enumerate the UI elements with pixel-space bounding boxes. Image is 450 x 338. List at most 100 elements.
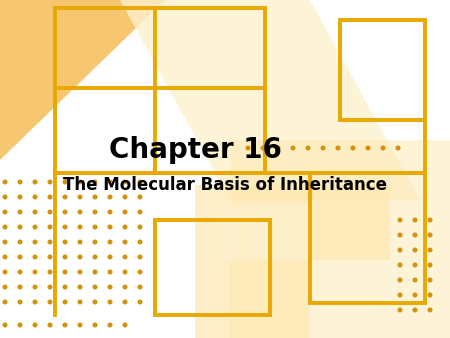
Circle shape — [351, 146, 355, 150]
Circle shape — [63, 300, 67, 304]
Circle shape — [428, 233, 432, 237]
Circle shape — [108, 270, 112, 274]
Circle shape — [48, 323, 52, 327]
Circle shape — [33, 195, 37, 199]
Circle shape — [33, 300, 37, 304]
Circle shape — [123, 195, 127, 199]
Circle shape — [93, 225, 97, 229]
Circle shape — [413, 308, 417, 312]
Circle shape — [93, 300, 97, 304]
Circle shape — [18, 240, 22, 244]
Circle shape — [336, 146, 340, 150]
Circle shape — [48, 240, 52, 244]
Circle shape — [108, 225, 112, 229]
Circle shape — [261, 146, 265, 150]
Circle shape — [3, 255, 7, 259]
Circle shape — [398, 308, 402, 312]
Polygon shape — [215, 205, 310, 260]
Circle shape — [123, 210, 127, 214]
Circle shape — [48, 300, 52, 304]
Circle shape — [33, 270, 37, 274]
Circle shape — [321, 146, 325, 150]
Circle shape — [48, 180, 52, 184]
Circle shape — [398, 248, 402, 252]
Circle shape — [18, 195, 22, 199]
Circle shape — [123, 180, 127, 184]
Circle shape — [93, 270, 97, 274]
Circle shape — [63, 255, 67, 259]
Circle shape — [3, 270, 7, 274]
Circle shape — [18, 210, 22, 214]
Circle shape — [78, 285, 82, 289]
Polygon shape — [195, 185, 390, 338]
Circle shape — [138, 270, 142, 274]
Circle shape — [108, 323, 112, 327]
Circle shape — [123, 285, 127, 289]
Circle shape — [18, 323, 22, 327]
Circle shape — [93, 210, 97, 214]
Circle shape — [108, 195, 112, 199]
Bar — [155, 220, 270, 315]
Text: The Molecular Basis of Inheritance: The Molecular Basis of Inheritance — [63, 176, 387, 194]
Circle shape — [108, 285, 112, 289]
Circle shape — [413, 263, 417, 267]
Circle shape — [33, 240, 37, 244]
Circle shape — [138, 285, 142, 289]
Polygon shape — [0, 0, 165, 160]
Circle shape — [63, 270, 67, 274]
Circle shape — [138, 180, 142, 184]
Circle shape — [428, 308, 432, 312]
Circle shape — [48, 195, 52, 199]
Text: Chapter 16: Chapter 16 — [108, 136, 281, 164]
Circle shape — [413, 293, 417, 297]
Circle shape — [123, 300, 127, 304]
Bar — [55, 8, 265, 173]
Circle shape — [3, 195, 7, 199]
Circle shape — [3, 323, 7, 327]
Circle shape — [93, 195, 97, 199]
Circle shape — [123, 255, 127, 259]
Circle shape — [138, 255, 142, 259]
Circle shape — [123, 240, 127, 244]
Circle shape — [18, 270, 22, 274]
Circle shape — [138, 225, 142, 229]
Circle shape — [63, 195, 67, 199]
Circle shape — [398, 278, 402, 282]
Circle shape — [413, 233, 417, 237]
Circle shape — [306, 146, 310, 150]
Circle shape — [18, 255, 22, 259]
Circle shape — [108, 300, 112, 304]
Circle shape — [63, 210, 67, 214]
Circle shape — [78, 270, 82, 274]
Circle shape — [3, 285, 7, 289]
Circle shape — [18, 180, 22, 184]
Circle shape — [78, 255, 82, 259]
Circle shape — [78, 300, 82, 304]
Circle shape — [78, 240, 82, 244]
Circle shape — [33, 255, 37, 259]
Circle shape — [398, 263, 402, 267]
Circle shape — [381, 146, 385, 150]
Circle shape — [413, 218, 417, 222]
Bar — [340, 20, 425, 120]
Circle shape — [78, 195, 82, 199]
Circle shape — [398, 218, 402, 222]
Circle shape — [398, 293, 402, 297]
Circle shape — [93, 180, 97, 184]
Circle shape — [108, 240, 112, 244]
Circle shape — [428, 278, 432, 282]
Circle shape — [33, 225, 37, 229]
Circle shape — [428, 293, 432, 297]
Circle shape — [48, 285, 52, 289]
Circle shape — [138, 300, 142, 304]
Circle shape — [63, 285, 67, 289]
Circle shape — [63, 323, 67, 327]
Circle shape — [3, 300, 7, 304]
Polygon shape — [230, 140, 450, 338]
Circle shape — [123, 323, 127, 327]
Circle shape — [33, 323, 37, 327]
Circle shape — [398, 233, 402, 237]
Circle shape — [63, 240, 67, 244]
Circle shape — [138, 240, 142, 244]
Circle shape — [48, 255, 52, 259]
